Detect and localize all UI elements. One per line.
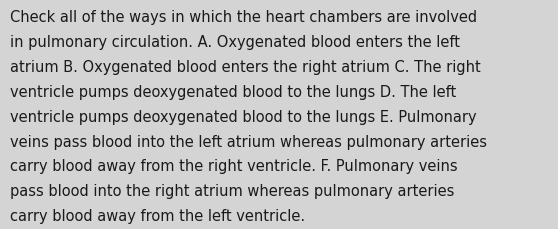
Text: Check all of the ways in which the heart chambers are involved: Check all of the ways in which the heart… xyxy=(10,10,477,25)
Text: atrium B. Oxygenated blood enters the right atrium C. The right: atrium B. Oxygenated blood enters the ri… xyxy=(10,60,481,75)
Text: carry blood away from the left ventricle.: carry blood away from the left ventricle… xyxy=(10,208,305,223)
Text: ventricle pumps deoxygenated blood to the lungs E. Pulmonary: ventricle pumps deoxygenated blood to th… xyxy=(10,109,477,124)
Text: in pulmonary circulation. A. Oxygenated blood enters the left: in pulmonary circulation. A. Oxygenated … xyxy=(10,35,460,50)
Text: ventricle pumps deoxygenated blood to the lungs D. The left: ventricle pumps deoxygenated blood to th… xyxy=(10,85,456,99)
Text: carry blood away from the right ventricle. F. Pulmonary veins: carry blood away from the right ventricl… xyxy=(10,159,458,174)
Text: veins pass blood into the left atrium whereas pulmonary arteries: veins pass blood into the left atrium wh… xyxy=(10,134,487,149)
Text: pass blood into the right atrium whereas pulmonary arteries: pass blood into the right atrium whereas… xyxy=(10,183,454,198)
